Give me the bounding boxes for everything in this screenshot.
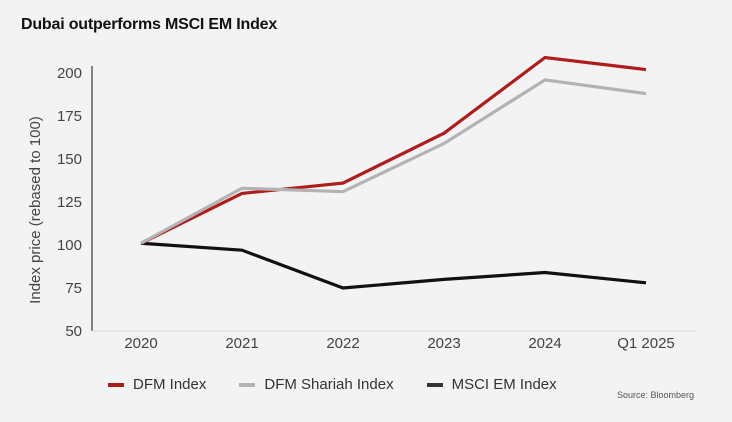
y-tick-label: 50 [65, 323, 82, 340]
source-note: Source: Bloomberg [616, 390, 694, 400]
x-tick-label: 2022 [326, 335, 359, 352]
y-tick-label: 75 [65, 280, 82, 297]
x-tick-label: 2023 [427, 335, 460, 352]
x-tick-label: 2024 [528, 335, 561, 352]
series-lines [140, 55, 647, 290]
legend-swatch-msci-em [426, 382, 443, 387]
series-line-dfm-index [140, 55, 647, 245]
x-tick-label: Q1 2025 [617, 335, 675, 352]
y-tick-label: 200 [57, 65, 82, 82]
y-axis-label: Index price (rebased to 100) [27, 116, 44, 304]
chart-title: Dubai outperforms MSCI EM Index [21, 16, 278, 33]
legend-swatch-dfm [108, 382, 124, 387]
legend-item-msci-em: MSCI EM Index [426, 376, 557, 393]
legend-label-msci-em: MSCI EM Index [451, 376, 557, 393]
x-tick-label: 2020 [124, 335, 157, 352]
legend-item-dfm: DFM Index [108, 376, 206, 393]
x-tick-label: 2021 [225, 335, 258, 352]
legend: DFM Index DFM Shariah Index MSCI EM Inde… [108, 376, 590, 393]
legend-label-dfm-shariah: DFM Shariah Index [264, 376, 394, 393]
axes: 50 75 100 125 150 175 200 2020 2021 2022 2023 2024 Q… [27, 65, 697, 352]
series-line-msci-em-index [140, 241, 647, 290]
legend-swatch-dfm-shariah [239, 382, 256, 387]
y-tick-label: 100 [57, 237, 82, 254]
y-tick-label: 175 [57, 108, 82, 125]
legend-item-dfm-shariah: DFM Shariah Index [239, 376, 394, 393]
legend-label-dfm: DFM Index [133, 376, 207, 393]
series-line-dfm-shariah-index [140, 78, 647, 245]
y-tick-label: 125 [57, 194, 82, 211]
y-tick-label: 150 [57, 151, 82, 168]
